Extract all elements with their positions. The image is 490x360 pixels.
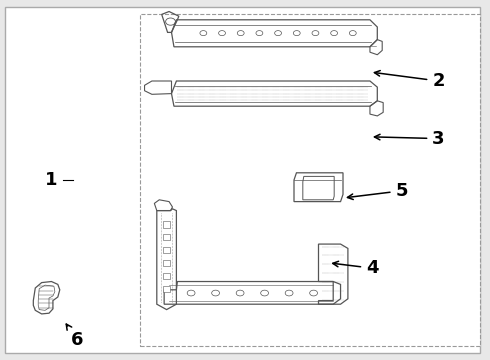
Bar (163, 234, 170, 240)
Bar (163, 273, 170, 279)
Text: 4: 4 (333, 259, 379, 277)
Text: 3: 3 (374, 130, 445, 148)
Bar (163, 247, 170, 253)
Text: 1: 1 (45, 171, 58, 189)
Bar (140, 14, 480, 346)
Text: 2: 2 (374, 71, 445, 90)
Text: 6: 6 (66, 324, 84, 349)
Text: 5: 5 (347, 182, 408, 200)
Bar (163, 221, 170, 228)
Bar (163, 260, 170, 266)
Bar (163, 286, 170, 292)
